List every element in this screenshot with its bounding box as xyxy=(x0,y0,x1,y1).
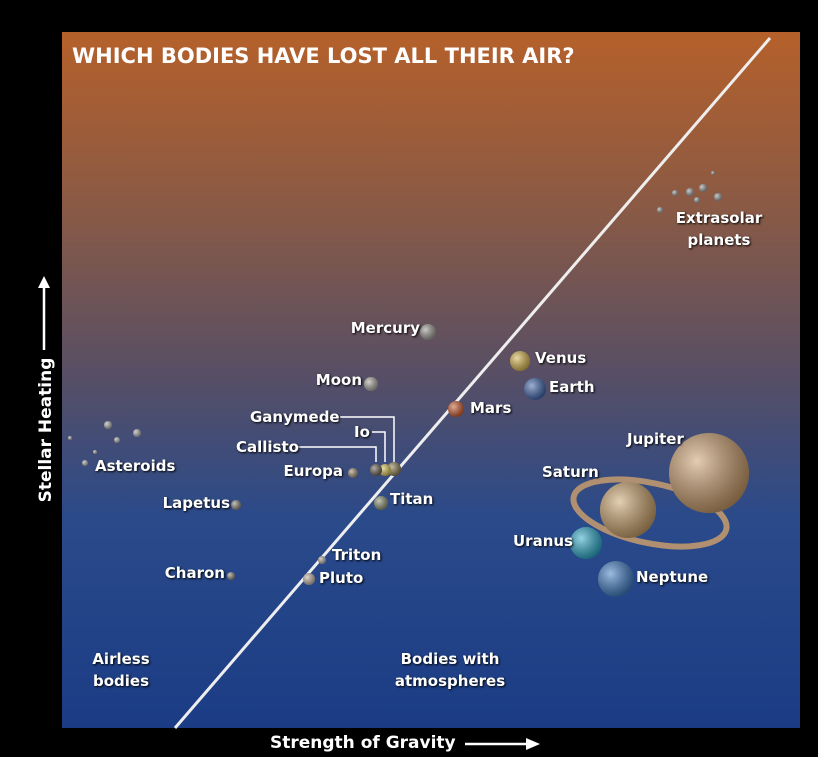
body-icon xyxy=(657,207,663,213)
leader-line xyxy=(298,446,377,462)
label: Asteroids xyxy=(95,457,176,475)
body-icon xyxy=(303,573,315,585)
body-icon xyxy=(364,377,378,391)
label: Charon xyxy=(164,564,225,582)
y-arrowhead xyxy=(38,276,50,288)
body-icon xyxy=(510,351,530,371)
label: Europa xyxy=(283,462,344,480)
body-icon xyxy=(694,197,700,203)
body-icon xyxy=(598,561,634,597)
body-icon xyxy=(370,464,382,476)
body-icon xyxy=(374,496,388,510)
body-icon xyxy=(600,482,656,538)
label: Jupiter xyxy=(627,430,684,448)
leader-line xyxy=(340,416,395,462)
body-icon xyxy=(672,190,678,196)
body-icon xyxy=(711,171,715,175)
label: Airless bodies xyxy=(92,650,150,690)
body-icon xyxy=(104,421,112,429)
label: Uranus xyxy=(513,532,573,550)
label: Io xyxy=(354,423,370,441)
title: WHICH BODIES HAVE LOST ALL THEIR AIR? xyxy=(72,44,575,68)
leader-line xyxy=(372,431,386,462)
body-icon xyxy=(686,188,694,196)
label: Earth xyxy=(549,378,595,396)
body-icon xyxy=(82,460,88,466)
body-icon xyxy=(714,193,722,201)
body-icon xyxy=(420,324,436,340)
label: Titan xyxy=(390,490,434,508)
body-icon xyxy=(114,437,120,443)
label: Callisto xyxy=(236,438,299,456)
divider-line xyxy=(173,37,772,729)
body-icon xyxy=(231,500,241,510)
body-icon xyxy=(570,527,602,559)
body-icon xyxy=(133,429,141,437)
body-icon xyxy=(669,433,749,513)
label: Venus xyxy=(535,349,587,367)
body-icon xyxy=(318,556,326,564)
label: Ganymede xyxy=(250,408,340,426)
body-icon xyxy=(448,401,464,417)
label: Lapetus xyxy=(162,494,230,512)
label: Mars xyxy=(470,399,512,417)
x-axis-label: Strength of Gravity xyxy=(270,733,456,753)
label: Neptune xyxy=(636,568,709,586)
body-icon xyxy=(387,462,401,476)
body-icon xyxy=(699,184,707,192)
x-arrowhead xyxy=(526,738,540,750)
body-icon xyxy=(227,572,235,580)
body-icon xyxy=(379,464,391,476)
label: Saturn xyxy=(542,463,599,481)
body-icon xyxy=(68,436,72,440)
body-icon xyxy=(524,378,546,400)
label: Moon xyxy=(315,371,362,389)
label: Triton xyxy=(332,546,382,564)
y-axis-label: Stellar Heating xyxy=(36,357,56,503)
saturn-ring xyxy=(570,476,730,550)
label: Bodies with atmospheres xyxy=(394,650,506,690)
label: Mercury xyxy=(350,319,420,337)
body-icon xyxy=(93,450,97,454)
label: Pluto xyxy=(319,569,364,587)
label: Extrasolar planets xyxy=(675,209,763,249)
body-icon xyxy=(348,468,358,478)
bodies xyxy=(68,171,749,597)
